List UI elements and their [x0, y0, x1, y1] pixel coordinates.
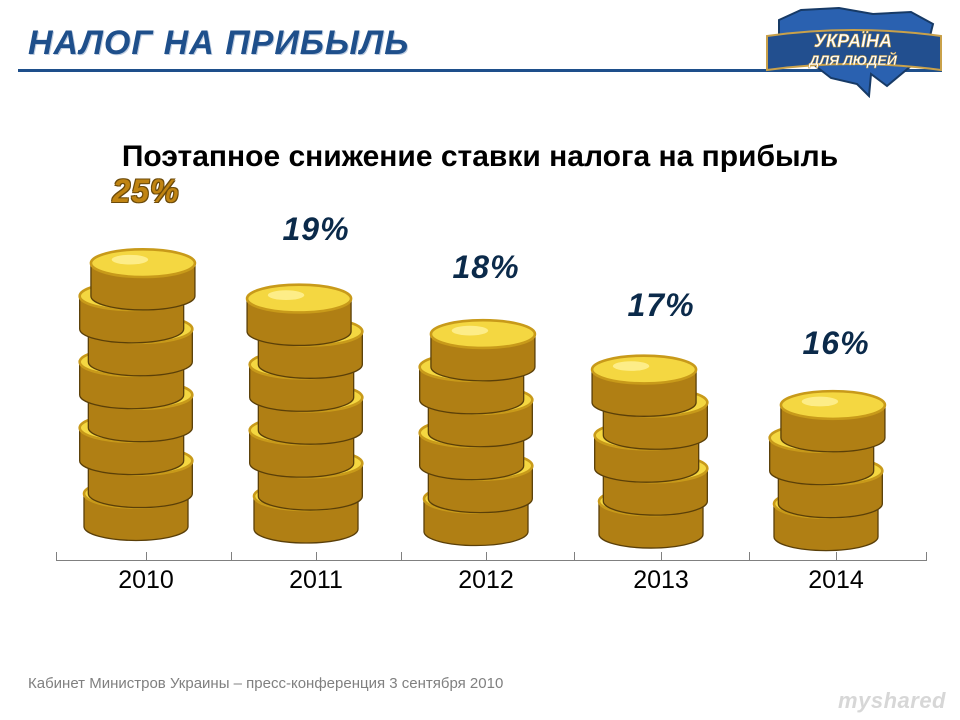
chart-subtitle: Поэтапное снижение ставки налога на приб… — [0, 140, 960, 174]
svg-text:УКРАЇНА: УКРАЇНА — [814, 31, 892, 51]
coin-stack — [71, 231, 201, 557]
x-tick — [231, 552, 232, 561]
value-label: 18% — [399, 249, 573, 286]
ukraine-logo: УКРАЇНАДЛЯ ЛЮДЕЙ — [761, 0, 946, 98]
x-tick — [401, 552, 402, 561]
coin-stack — [586, 345, 716, 557]
value-label: 19% — [229, 211, 403, 248]
category-label: 2011 — [229, 566, 403, 595]
coin-stack — [241, 269, 371, 557]
category-label: 2010 — [59, 566, 233, 595]
category-label: 2014 — [749, 566, 923, 595]
x-tick — [56, 552, 57, 561]
tax-chart: 201025%201119%201218%201317%201416% — [56, 195, 926, 595]
coin-stack — [761, 383, 891, 557]
x-tick — [749, 552, 750, 561]
value-label: 16% — [749, 325, 923, 362]
svg-text:ДЛЯ ЛЮДЕЙ: ДЛЯ ЛЮДЕЙ — [808, 51, 897, 68]
footer-caption: Кабинет Министров Украины – пресс-конфер… — [28, 675, 503, 692]
x-tick — [574, 552, 575, 561]
value-label: 25% — [59, 173, 233, 210]
x-axis — [56, 560, 926, 561]
category-label: 2013 — [574, 566, 748, 595]
coin-stack — [411, 307, 541, 557]
category-label: 2012 — [399, 566, 573, 595]
watermark: myshared — [838, 688, 946, 714]
x-tick — [926, 552, 927, 561]
value-label: 17% — [574, 287, 748, 324]
